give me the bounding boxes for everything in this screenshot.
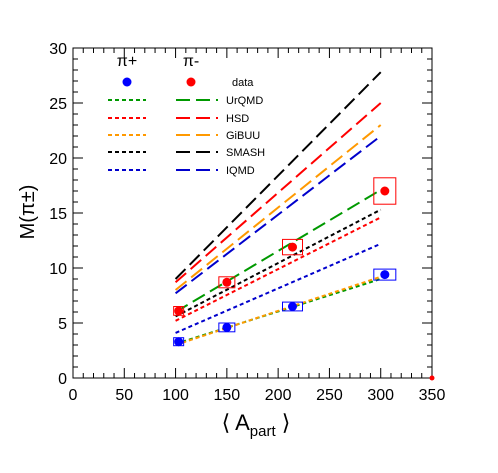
- data-point-pi-plus: [174, 337, 184, 347]
- data-sys-box-pi-minus: [218, 276, 236, 289]
- legend-label-data: data: [232, 77, 254, 89]
- series-line-hsd-pi-plus: [175, 216, 382, 322]
- x-tick-label: 350: [419, 387, 446, 404]
- x-tick-label: 50: [115, 387, 133, 404]
- y-tick-label: 0: [58, 371, 67, 388]
- series-line-iqmd-pi-minus: [174, 135, 382, 295]
- y-tick-label: 5: [58, 316, 67, 333]
- legend-label-smash: SMASH: [226, 147, 265, 159]
- x-axis-label-main: ⟨ A: [222, 410, 250, 435]
- series-line-smash-pi-plus: [175, 208, 382, 318]
- legend-marker-pi-minus: [186, 77, 196, 87]
- x-tick-label: 300: [367, 387, 394, 404]
- legend-label-urqmd: UrQMD: [226, 95, 263, 107]
- y-tick-label: 25: [49, 96, 67, 113]
- x-tick-label: 100: [162, 387, 189, 404]
- legend-label-hsd: HSD: [226, 113, 249, 125]
- data-point-pi-minus: [222, 277, 232, 287]
- data-sys-box-pi-minus: [282, 238, 304, 256]
- legend-header-pi-minus: π-: [183, 53, 199, 70]
- data-point-pi-minus: [288, 242, 298, 252]
- x-tick-label: 0: [69, 387, 78, 404]
- x-tick-label: 250: [316, 387, 343, 404]
- x-axis-label: ⟨ Apart ⟩: [222, 410, 291, 440]
- y-tick-label: 15: [49, 206, 67, 223]
- data-sys-box-pi-minus: [373, 177, 397, 205]
- x-axis-label-sub: part: [250, 423, 277, 440]
- legend-label-iqmd: IQMD: [226, 165, 255, 177]
- series-line-gibuu-pi-plus: [175, 275, 382, 346]
- legend-marker-pi-plus: [122, 77, 132, 87]
- axes: 0 50 100 150 200 250 300 350 0 5 10 15 20 25 30: [49, 41, 445, 404]
- data-point-pi-plus: [222, 322, 232, 332]
- series-line-hsd-pi-minus: [174, 102, 382, 284]
- data-points: [173, 177, 397, 347]
- y-tick-label: 10: [49, 261, 67, 278]
- y-tick-label: 20: [49, 151, 67, 168]
- x-axis-label-end: ⟩: [276, 410, 291, 435]
- data-point-pi-plus: [380, 270, 390, 280]
- y-axis-label: M(π±): [17, 185, 39, 240]
- data-sys-box-pi-plus: [373, 268, 397, 281]
- series-line-smash-pi-minus: [174, 71, 382, 280]
- data-point-pi-minus: [380, 186, 390, 196]
- model-curves: [174, 71, 382, 346]
- legend-label-gibuu: GiBUU: [226, 130, 260, 142]
- x-tick-label: 200: [265, 387, 292, 404]
- axis-end-marker: [429, 375, 435, 381]
- series-line-gibuu-pi-minus: [174, 124, 382, 291]
- legend: π+ π-data UrQMD HSD GiBUU SMASH IQMD: [108, 53, 265, 177]
- series-line-iqmd-pi-plus: [175, 242, 382, 334]
- data-point-pi-plus: [288, 302, 298, 311]
- data-point-pi-minus: [174, 306, 184, 316]
- y-tick-label: 30: [49, 41, 67, 58]
- legend-header-pi-plus: π+: [117, 53, 137, 70]
- x-tick-label: 150: [214, 387, 241, 404]
